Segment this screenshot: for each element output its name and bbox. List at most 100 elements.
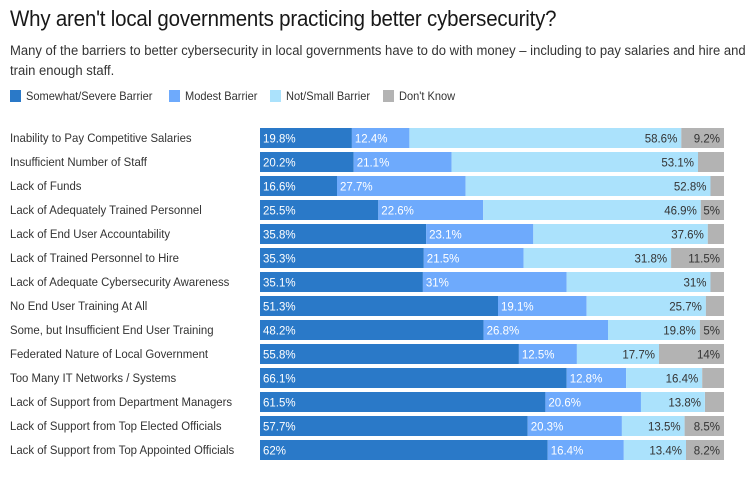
legend-item-modest: Modest Barrier	[169, 89, 264, 103]
bar-segment-don-t-know	[710, 176, 724, 196]
legend-label-dont-know: Don't Know	[399, 89, 456, 103]
bar-segment-modest-barrier	[527, 416, 622, 436]
bar-segment-somewhat-severe-barrier	[260, 152, 354, 172]
bar-row: Lack of End User Accountability 35.8% 23.1…	[10, 224, 724, 244]
bar-segment-modest-barrier	[547, 440, 624, 460]
bar-segment-don-t-know	[698, 152, 724, 172]
bar-row: Federated Nature of Local Government 55.8…	[10, 344, 724, 364]
legend-item-dont-know: Don't Know	[383, 89, 460, 103]
bar-row: Lack of Adequately Trained Personnel 25.5…	[10, 200, 724, 220]
data-label: 22.6%	[381, 206, 414, 218]
bar-segment-not-small-barrier	[640, 392, 705, 412]
bar-segment-not-small-barrier	[623, 440, 686, 460]
data-label: 27.7%	[340, 182, 373, 194]
bar-segment-somewhat-severe-barrier	[260, 320, 484, 340]
data-label: 19.8%	[663, 326, 696, 338]
bar-segment-don-t-know	[659, 344, 724, 364]
bar-segment-not-small-barrier	[621, 416, 685, 436]
bar-segment-don-t-know	[686, 440, 724, 460]
data-label: 16.4%	[551, 446, 584, 458]
bar-segment-don-t-know	[699, 320, 724, 340]
data-label: 20.3%	[531, 422, 564, 434]
bar-segment-modest-barrier	[498, 296, 587, 316]
category-label: Lack of Support from Top Elected Officia…	[10, 420, 222, 433]
bar-row: Inability to Pay Competitive Salaries 19.…	[10, 128, 724, 148]
bar-segment-modest-barrier	[353, 152, 452, 172]
data-label: 9.2%	[694, 134, 720, 146]
data-label: 51.3%	[263, 302, 296, 314]
bar-row: Lack of Trained Personnel to Hire 35.3% 21…	[10, 248, 724, 268]
data-label: 31%	[426, 278, 449, 290]
data-label: 35.3%	[263, 254, 296, 266]
data-label: 14%	[697, 350, 720, 362]
data-label: 62%	[263, 446, 286, 458]
bar-segment-somewhat-severe-barrier	[260, 368, 567, 388]
bar-segment-don-t-know	[707, 224, 724, 244]
bar-segment-don-t-know	[702, 368, 724, 388]
bar-row: Insufficient Number of Staff 20.2% 21.1% 53…	[10, 152, 724, 172]
bar-segment-not-small-barrier	[608, 320, 700, 340]
bar-segment-not-small-barrier	[566, 272, 711, 292]
data-label: 35.1%	[263, 278, 296, 290]
bar-segment-modest-barrier	[483, 320, 608, 340]
bar-segment-somewhat-severe-barrier	[260, 440, 548, 460]
legend-swatch-dont-know	[383, 90, 395, 102]
bar-row: Lack of Support from Top Elected Officia…	[10, 416, 724, 436]
legend-label-modest: Modest Barrier	[185, 89, 258, 103]
bar-segment-not-small-barrier	[626, 368, 703, 388]
data-label: 57.7%	[263, 422, 296, 434]
category-label: Lack of Adequate Cybersecurity Awareness	[10, 276, 230, 289]
bar-segment-not-small-barrier	[586, 296, 706, 316]
data-label: 25.7%	[669, 302, 702, 314]
bar-segment-modest-barrier	[566, 368, 627, 388]
bar-row: Too Many IT Networks / Systems 66.1% 12.8%…	[10, 368, 724, 388]
bar-segment-don-t-know	[700, 200, 724, 220]
bar-row: Lack of Support from Department Managers…	[10, 392, 724, 412]
bar-segment-modest-barrier	[426, 224, 534, 244]
legend-swatch-severe	[10, 90, 21, 102]
data-label: 31.8%	[634, 254, 667, 266]
data-label: 12.4%	[355, 134, 388, 146]
data-label: 5%	[703, 206, 720, 218]
category-label: Lack of Trained Personnel to Hire	[10, 252, 179, 265]
bar-segment-don-t-know	[671, 248, 724, 268]
bar-segment-modest-barrier	[518, 344, 577, 364]
data-label: 19.8%	[263, 134, 296, 146]
bar-row: Lack of Funds 16.6% 27.7% 52.8%	[10, 176, 724, 196]
bar-segment-don-t-know	[681, 128, 724, 148]
data-label: 55.8%	[263, 350, 296, 362]
bar-segment-not-small-barrier	[533, 224, 708, 244]
bar-segment-modest-barrier	[545, 392, 641, 412]
data-label: 16.4%	[666, 374, 699, 386]
bar-segment-somewhat-severe-barrier	[260, 224, 427, 244]
bar-segment-somewhat-severe-barrier	[260, 272, 423, 292]
bar-segment-somewhat-severe-barrier	[260, 344, 519, 364]
data-label: 21.1%	[357, 158, 390, 170]
data-label: 5%	[703, 326, 720, 338]
bar-segment-don-t-know	[705, 296, 724, 316]
legend-label-small: Not/Small Barrier	[286, 89, 371, 103]
data-label: 17.7%	[622, 350, 655, 362]
data-label: 19.1%	[501, 302, 534, 314]
legend-item-severe: Somewhat/Severe Barrier	[10, 89, 163, 103]
bar-segment-don-t-know	[705, 392, 724, 412]
category-label: Inability to Pay Competitive Salaries	[10, 132, 192, 145]
bar-segment-somewhat-severe-barrier	[260, 200, 379, 220]
data-label: 16.6%	[263, 182, 296, 194]
data-label: 13.8%	[668, 398, 701, 410]
bar-segment-modest-barrier	[423, 248, 524, 268]
category-label: Federated Nature of Local Government	[10, 348, 209, 361]
data-label: 23.1%	[429, 230, 462, 242]
data-label: 13.4%	[649, 446, 682, 458]
data-label: 20.6%	[548, 398, 581, 410]
bar-segment-don-t-know	[684, 416, 724, 436]
bar-segment-somewhat-severe-barrier	[260, 416, 528, 436]
bar-row: Lack of Adequate Cybersecurity Awareness…	[10, 272, 724, 292]
data-label: 8.2%	[694, 446, 720, 458]
category-label: Too Many IT Networks / Systems	[10, 372, 176, 385]
data-label: 66.1%	[263, 374, 296, 386]
bar-segment-not-small-barrier	[465, 176, 711, 196]
bar-segment-modest-barrier	[422, 272, 567, 292]
bar-row: Lack of Support from Top Appointed Offic…	[10, 440, 724, 460]
category-label: Lack of Support from Top Appointed Offic…	[10, 444, 234, 457]
